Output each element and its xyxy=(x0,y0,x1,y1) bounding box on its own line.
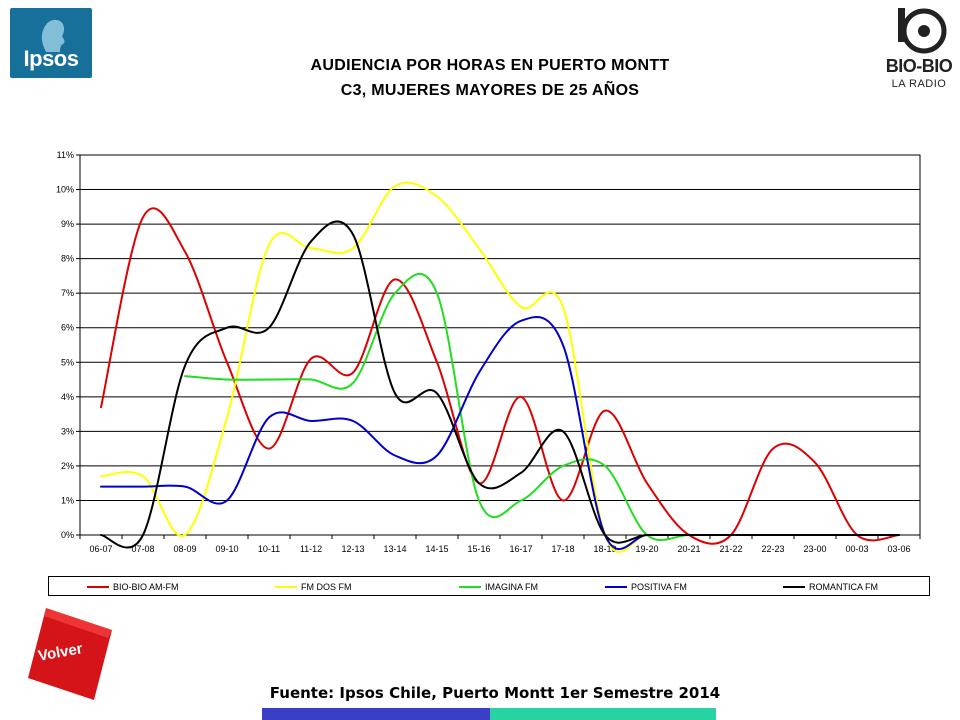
y-tick-label: 8% xyxy=(61,254,74,264)
biobio-logo: BIO-BIO LA RADIO xyxy=(884,4,954,100)
x-tick-label: 15-16 xyxy=(467,544,490,554)
x-tick-label: 20-21 xyxy=(677,544,700,554)
x-tick-label: 00-03 xyxy=(845,544,868,554)
x-tick-label: 10-11 xyxy=(258,544,280,554)
ipsos-logo-text: Ipsos xyxy=(23,46,79,71)
volver-shape-icon xyxy=(28,608,112,700)
legend-item-positiva: POSITIVA FM xyxy=(605,580,687,594)
legend-swatch xyxy=(87,586,109,588)
plot-area xyxy=(79,154,921,536)
volver-button[interactable]: Volver xyxy=(24,608,120,700)
x-tick-label: 18-19 xyxy=(593,544,616,554)
x-tick-label: 08-09 xyxy=(173,544,196,554)
series-line-romantica-fm xyxy=(100,220,900,549)
y-tick-label: 0% xyxy=(61,530,74,540)
y-tick-label: 1% xyxy=(61,495,74,505)
ipsos-logo: Ipsos xyxy=(10,8,92,78)
x-tick-label: 11-12 xyxy=(300,544,322,554)
legend-swatch xyxy=(459,586,481,588)
chart-title-line2: C3, MUJERES MAYORES DE 25 AÑOS xyxy=(340,82,640,99)
legend-label: IMAGINA FM xyxy=(485,582,539,592)
x-tick-label: 17-18 xyxy=(551,544,574,554)
legend-swatch xyxy=(783,586,805,588)
biobio-logo-name: BIO-BIO xyxy=(885,56,953,76)
chart-legend: BIO-BIO AM-FM FM DOS FM IMAGINA FM POSIT… xyxy=(48,576,930,596)
legend-item-romantica: ROMANTICA FM xyxy=(783,580,878,594)
x-tick-label: 07-08 xyxy=(131,544,154,554)
y-tick-label: 6% xyxy=(61,323,74,333)
footer-bar-blue xyxy=(262,708,490,720)
x-tick-label: 19-20 xyxy=(635,544,658,554)
legend-item-imagina: IMAGINA FM xyxy=(459,580,538,594)
x-tick-label: 03-06 xyxy=(887,544,910,554)
chart-title-line1: AUDIENCIA POR HORAS EN PUERTO MONTT xyxy=(310,57,670,74)
legend-label: FM DOS FM xyxy=(301,582,352,592)
x-tick-label: 14-15 xyxy=(425,544,448,554)
x-tick-label: 06-07 xyxy=(89,544,112,554)
legend-item-biobio: BIO-BIO AM-FM xyxy=(87,580,179,594)
y-tick-label: 2% xyxy=(61,461,74,471)
y-tick-label: 3% xyxy=(61,426,74,436)
x-tick-label: 09-10 xyxy=(215,544,238,554)
legend-label: BIO-BIO AM-FM xyxy=(113,582,179,592)
legend-swatch xyxy=(605,586,627,588)
x-tick-label: 12-13 xyxy=(341,544,364,554)
legend-label: ROMANTICA FM xyxy=(809,582,878,592)
x-tick-label: 21-22 xyxy=(719,544,742,554)
biobio-logo-subtitle: LA RADIO xyxy=(891,78,947,90)
y-tick-label: 4% xyxy=(61,392,74,402)
ipsos-head-icon xyxy=(41,19,65,53)
x-tick-label: 23-00 xyxy=(803,544,826,554)
biobio-symbol-icon xyxy=(898,8,947,54)
legend-label: POSITIVA FM xyxy=(631,582,687,592)
x-tick-label: 13-14 xyxy=(383,544,406,554)
x-tick-label: 16-17 xyxy=(509,544,532,554)
y-tick-label: 7% xyxy=(61,288,74,298)
legend-swatch xyxy=(275,586,297,588)
y-tick-label: 5% xyxy=(61,357,74,367)
y-tick-label: 10% xyxy=(56,185,74,195)
y-tick-label: 11% xyxy=(57,150,74,160)
legend-item-fmdos: FM DOS FM xyxy=(275,580,352,594)
x-tick-label: 22-23 xyxy=(761,544,784,554)
footer-bar-green xyxy=(490,708,716,720)
source-footer: Fuente: Ipsos Chile, Puerto Montt 1er Se… xyxy=(269,684,721,702)
y-tick-label: 9% xyxy=(61,219,74,229)
